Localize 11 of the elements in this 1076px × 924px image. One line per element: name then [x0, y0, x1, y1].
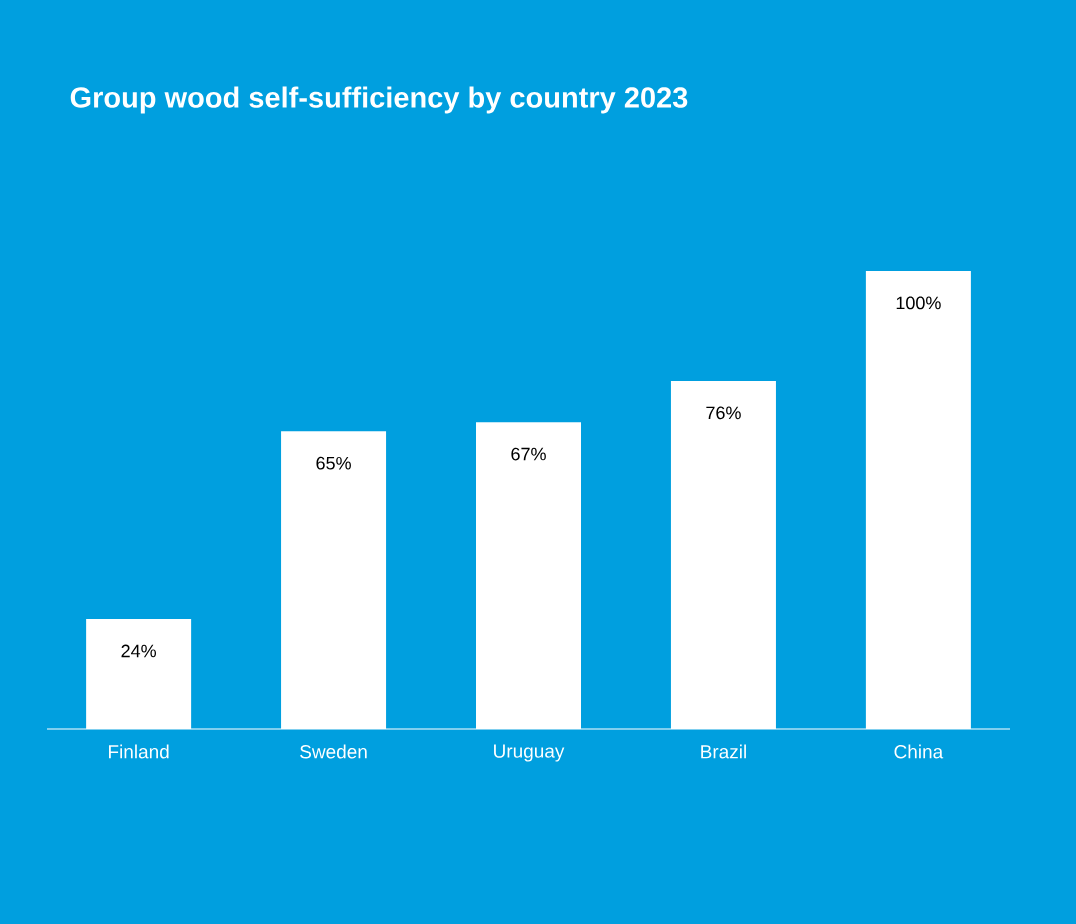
x-tick-label: Sweden	[300, 744, 367, 759]
data-label: 67%	[511, 447, 546, 461]
data-label: 76%	[706, 406, 741, 420]
x-tick-label: Uruguay	[494, 744, 565, 762]
data-label: 100%	[896, 296, 941, 310]
data-label: 65%	[316, 456, 351, 470]
x-tick-label: Brazil	[701, 744, 746, 759]
x-tick-label: China	[894, 744, 944, 759]
data-label: 24%	[121, 644, 156, 658]
x-tick-label: Finland	[109, 744, 169, 759]
chart-title: Group wood self-sufficiency by country 2023	[70, 86, 688, 114]
